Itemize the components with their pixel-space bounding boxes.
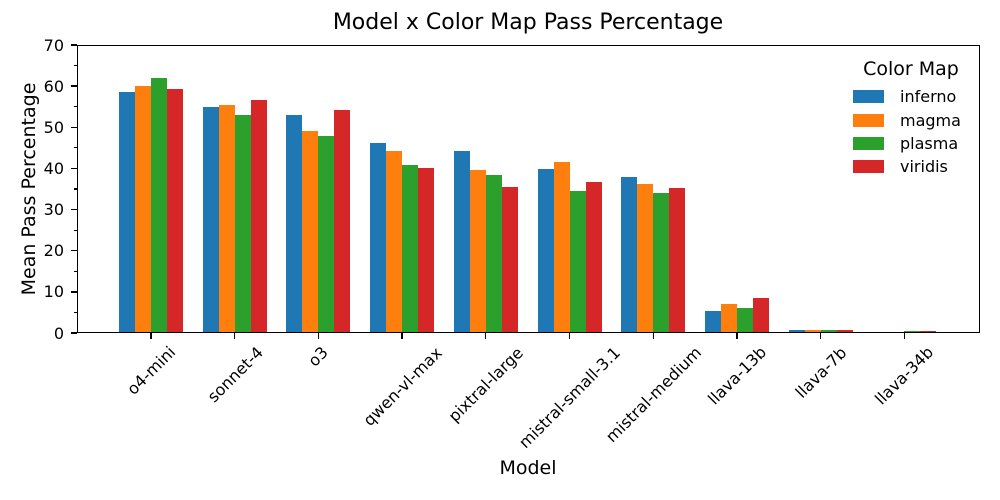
x-tick-o4-mini bbox=[150, 333, 152, 339]
x-tick-label-pixtral-large: pixtral-large bbox=[444, 343, 527, 426]
y-major-tick-20 bbox=[71, 250, 77, 252]
y-tick-label-0: 0 bbox=[53, 323, 64, 343]
chart-title: Model x Color Map Pass Percentage bbox=[332, 10, 724, 35]
legend-items: inferno magma plasma viridis bbox=[845, 85, 977, 179]
y-minor-tick-55 bbox=[73, 106, 77, 108]
legend-item-inferno: inferno bbox=[845, 85, 977, 108]
x-tick-o3 bbox=[317, 333, 320, 339]
bar-mistral-small-3.1-viridis bbox=[585, 181, 602, 333]
bar-mistral-small-3.1-plasma bbox=[569, 191, 586, 333]
y-tick-label-10: 10 bbox=[43, 282, 64, 302]
bar-pixtral-large-inferno bbox=[453, 151, 470, 333]
x-tick-label-o4-mini: o4-mini bbox=[123, 342, 180, 399]
y-major-tick-0 bbox=[71, 332, 77, 334]
y-major-tick-10 bbox=[71, 291, 77, 293]
bar-mistral-medium-plasma bbox=[653, 192, 670, 333]
bar-o4-mini-plasma bbox=[151, 77, 167, 333]
bar-llava-34b-viridis bbox=[920, 330, 937, 333]
x-tick-mistral-small-3.1 bbox=[568, 333, 571, 339]
bar-sonnet-4-inferno bbox=[202, 106, 219, 333]
bar-qwen-vl-max-inferno bbox=[370, 143, 387, 333]
bar-sonnet-4-magma bbox=[218, 105, 235, 333]
bar-sonnet-4-viridis bbox=[250, 100, 267, 333]
bar-llava-7b-plasma bbox=[820, 329, 837, 333]
y-major-tick-70 bbox=[71, 44, 77, 46]
bar-pixtral-large-viridis bbox=[501, 186, 518, 333]
bar-mistral-medium-inferno bbox=[621, 176, 638, 333]
legend-item-magma: magma bbox=[845, 108, 977, 131]
bar-o3-plasma bbox=[318, 136, 335, 333]
y-tick-label-60: 60 bbox=[43, 76, 64, 96]
bar-o3-inferno bbox=[286, 114, 303, 333]
x-axis-label: Model bbox=[499, 457, 557, 479]
legend-swatch-magma bbox=[853, 113, 884, 127]
legend-swatch-inferno bbox=[853, 90, 884, 104]
bar-llava-7b-inferno bbox=[788, 329, 805, 333]
y-tick-label-30: 30 bbox=[43, 200, 64, 220]
x-tick-label-llava-7b: llava-7b bbox=[791, 342, 851, 402]
y-tick-label-20: 20 bbox=[43, 241, 64, 261]
legend-label-plasma: plasma bbox=[900, 133, 959, 153]
y-minor-tick-45 bbox=[73, 147, 77, 149]
bar-llava-34b-plasma bbox=[904, 330, 921, 333]
y-major-tick-40 bbox=[71, 167, 77, 170]
bar-llava-13b-viridis bbox=[752, 298, 769, 333]
legend-swatch-plasma bbox=[853, 136, 884, 150]
bar-o4-mini-viridis bbox=[167, 89, 183, 333]
legend-label-viridis: viridis bbox=[900, 157, 948, 177]
bar-llava-13b-plasma bbox=[736, 308, 753, 333]
y-major-tick-50 bbox=[71, 126, 77, 128]
bar-o4-mini-inferno bbox=[119, 91, 135, 333]
bar-qwen-vl-max-plasma bbox=[402, 164, 419, 333]
y-tick-label-50: 50 bbox=[43, 117, 64, 137]
bar-qwen-vl-max-magma bbox=[386, 150, 403, 333]
x-tick-qwen-vl-max bbox=[401, 333, 403, 339]
bar-pixtral-large-plasma bbox=[485, 175, 502, 333]
legend-item-plasma: plasma bbox=[845, 132, 977, 155]
y-minor-tick-5 bbox=[73, 311, 77, 314]
y-tick-label-40: 40 bbox=[43, 158, 64, 178]
bar-mistral-medium-viridis bbox=[669, 187, 686, 333]
bar-sonnet-4-plasma bbox=[234, 115, 251, 333]
legend-label-magma: magma bbox=[900, 110, 961, 130]
x-tick-label-qwen-vl-max: qwen-vl-max bbox=[358, 342, 446, 430]
legend-item-viridis: viridis bbox=[845, 155, 977, 178]
bar-o4-mini-magma bbox=[135, 86, 151, 333]
legend: Color Map inferno magma plasma viridis bbox=[845, 58, 977, 179]
x-tick-llava-34b bbox=[903, 333, 905, 339]
bar-o3-viridis bbox=[334, 110, 351, 333]
y-axis-label: Mean Pass Percentage bbox=[18, 82, 40, 296]
bar-llava-7b-viridis bbox=[836, 329, 853, 333]
y-minor-tick-65 bbox=[73, 64, 77, 67]
bar-pixtral-large-magma bbox=[469, 169, 486, 333]
x-tick-label-llava-13b: llava-13b bbox=[704, 342, 770, 409]
x-tick-llava-13b bbox=[736, 333, 738, 339]
y-major-tick-60 bbox=[71, 85, 77, 87]
legend-label-inferno: inferno bbox=[900, 87, 957, 107]
x-tick-label-sonnet-4: sonnet-4 bbox=[203, 342, 267, 407]
x-tick-sonnet-4 bbox=[234, 333, 236, 339]
y-minor-tick-35 bbox=[73, 188, 77, 190]
bar-mistral-medium-magma bbox=[637, 183, 654, 333]
legend-title: Color Map bbox=[863, 58, 959, 80]
bar-qwen-vl-max-viridis bbox=[418, 168, 435, 333]
bar-llava-13b-magma bbox=[720, 304, 737, 333]
x-tick-mistral-medium bbox=[652, 333, 654, 339]
y-major-tick-30 bbox=[71, 208, 77, 211]
y-minor-tick-15 bbox=[73, 270, 77, 272]
x-tick-label-llava-34b: llava-34b bbox=[871, 342, 938, 409]
bar-mistral-small-3.1-magma bbox=[553, 162, 570, 333]
y-tick-label-70: 70 bbox=[43, 35, 64, 55]
y-minor-tick-25 bbox=[73, 229, 77, 231]
bar-llava-7b-magma bbox=[804, 330, 821, 333]
bar-mistral-small-3.1-inferno bbox=[537, 168, 554, 333]
x-tick-llava-7b bbox=[819, 333, 822, 339]
bar-o3-magma bbox=[302, 131, 319, 333]
bar-llava-13b-inferno bbox=[704, 311, 721, 333]
x-tick-label-o3: o3 bbox=[304, 343, 333, 371]
legend-swatch-viridis bbox=[853, 160, 884, 174]
x-tick-pixtral-large bbox=[485, 333, 487, 339]
